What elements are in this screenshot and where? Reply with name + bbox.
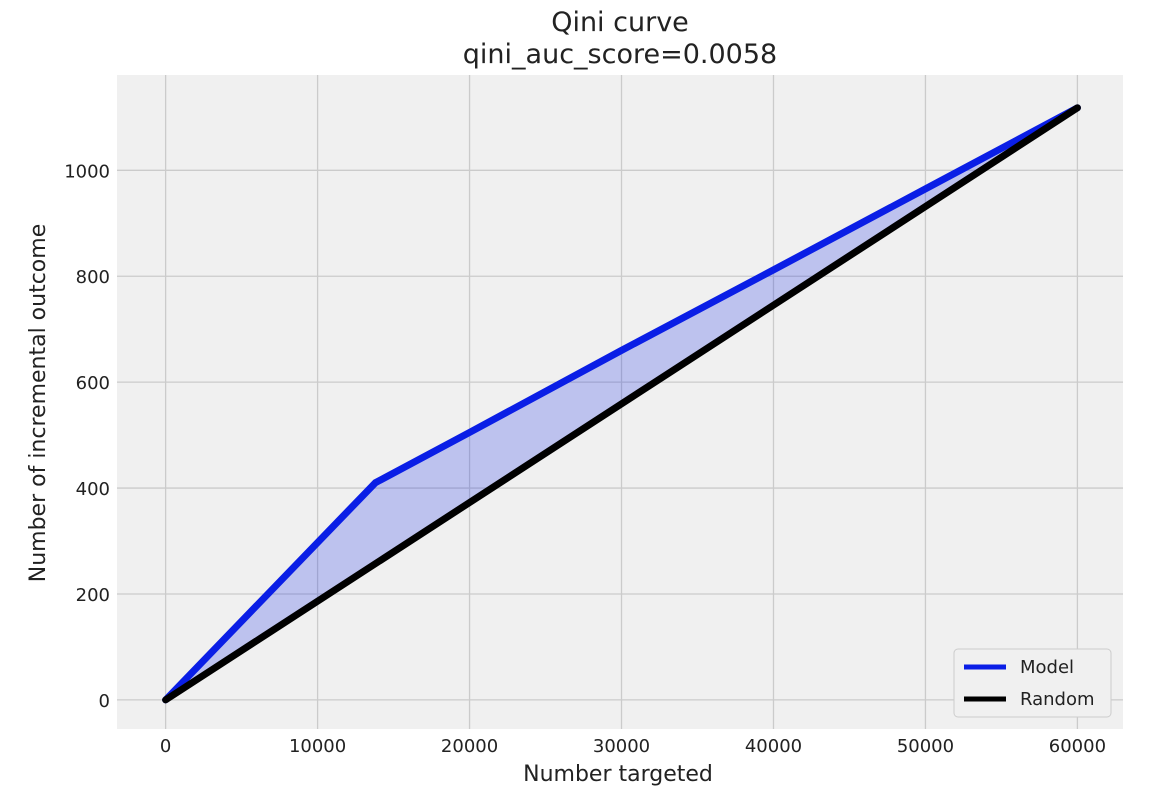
y-tick-label: 600 <box>76 373 110 394</box>
x-tick-label: 60000 <box>1049 736 1106 757</box>
x-tick-label: 50000 <box>897 736 954 757</box>
y-axis-label: Number of incremental outcome <box>26 224 51 583</box>
legend: Model Random <box>953 648 1112 718</box>
y-tick-label: 1000 <box>64 161 110 182</box>
y-tick-label: 400 <box>76 479 110 500</box>
series-line-model <box>162 104 1081 704</box>
series-lines <box>162 104 1081 704</box>
y-tick-label: 800 <box>76 267 110 288</box>
x-axis-label: Number targeted <box>523 762 713 787</box>
series-line-random <box>162 104 1081 704</box>
grid-lines <box>117 75 1123 729</box>
x-tick-label: 30000 <box>593 736 650 757</box>
legend-label-random: Random <box>1020 689 1095 710</box>
chart-subtitle: qini_auc_score=0.0058 <box>463 39 777 70</box>
y-tick-label: 0 <box>99 691 110 712</box>
x-tick-label: 20000 <box>441 736 498 757</box>
y-tick-label: 200 <box>76 585 110 606</box>
x-tick-label: 0 <box>160 736 171 757</box>
legend-label-model: Model <box>1020 657 1074 678</box>
x-tick-label: 40000 <box>745 736 802 757</box>
chart-title: Qini curve <box>551 7 689 38</box>
x-tick-label: 10000 <box>289 736 346 757</box>
x-tick-labels: 0 10000 20000 30000 40000 50000 60000 <box>160 736 1106 757</box>
y-tick-labels: 0 200 400 600 800 1000 <box>64 161 110 712</box>
